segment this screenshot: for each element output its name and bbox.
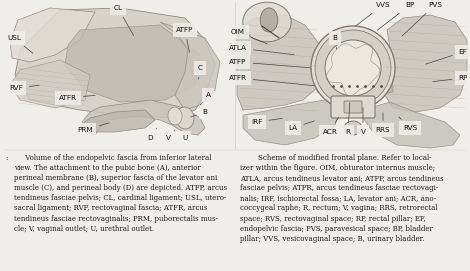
- Text: V: V: [165, 130, 175, 141]
- Text: D: D: [147, 128, 157, 141]
- Polygon shape: [237, 15, 323, 110]
- Text: ATFR: ATFR: [229, 75, 314, 86]
- Polygon shape: [243, 100, 340, 145]
- Polygon shape: [65, 25, 200, 102]
- Ellipse shape: [344, 121, 362, 135]
- Text: :: :: [5, 154, 8, 162]
- Text: RRS: RRS: [376, 113, 390, 133]
- Text: RVS: RVS: [399, 117, 417, 131]
- Text: B: B: [191, 109, 207, 117]
- Text: Scheme of modified frontal plane. Refer to local-
izer within the figure. OIM, o: Scheme of modified frontal plane. Refer …: [240, 154, 444, 243]
- Ellipse shape: [176, 107, 194, 129]
- Text: RP: RP: [433, 75, 468, 82]
- Text: ATLA: ATLA: [229, 45, 294, 55]
- Circle shape: [315, 30, 391, 106]
- Text: V: V: [360, 108, 366, 135]
- Text: USL: USL: [7, 35, 33, 53]
- Circle shape: [311, 26, 395, 110]
- Polygon shape: [160, 22, 220, 110]
- Text: ATFP: ATFP: [229, 59, 310, 68]
- Text: IRF: IRF: [251, 118, 282, 125]
- Text: Volume of the endopelvic fascia from inferior lateral
view. The attachment to th: Volume of the endopelvic fascia from inf…: [14, 154, 227, 233]
- Ellipse shape: [260, 8, 278, 32]
- Polygon shape: [82, 100, 205, 135]
- Polygon shape: [15, 8, 215, 118]
- Text: OIM: OIM: [231, 29, 267, 44]
- FancyBboxPatch shape: [344, 101, 362, 113]
- Text: EF: EF: [426, 49, 467, 64]
- Text: RVF: RVF: [9, 85, 39, 91]
- Text: PRM: PRM: [77, 123, 110, 133]
- Text: B: B: [332, 35, 337, 49]
- FancyBboxPatch shape: [331, 96, 375, 118]
- Text: R: R: [345, 103, 351, 135]
- Polygon shape: [317, 75, 393, 97]
- Text: VVS: VVS: [355, 2, 390, 26]
- Text: ATFR: ATFR: [59, 95, 95, 101]
- Text: BP: BP: [377, 2, 415, 30]
- Text: ATFP: ATFP: [176, 27, 194, 52]
- Text: A: A: [200, 92, 211, 106]
- Text: LA: LA: [289, 121, 314, 131]
- Text: U: U: [182, 135, 188, 141]
- Ellipse shape: [168, 107, 182, 125]
- Polygon shape: [10, 8, 95, 62]
- Ellipse shape: [243, 2, 291, 42]
- Text: PVS: PVS: [402, 2, 442, 36]
- Polygon shape: [383, 15, 467, 112]
- Text: ACR: ACR: [322, 117, 338, 135]
- Text: CL: CL: [113, 5, 133, 36]
- Circle shape: [325, 40, 381, 96]
- Polygon shape: [363, 102, 460, 148]
- Text: C: C: [197, 65, 203, 79]
- Polygon shape: [80, 110, 155, 132]
- Polygon shape: [10, 60, 90, 108]
